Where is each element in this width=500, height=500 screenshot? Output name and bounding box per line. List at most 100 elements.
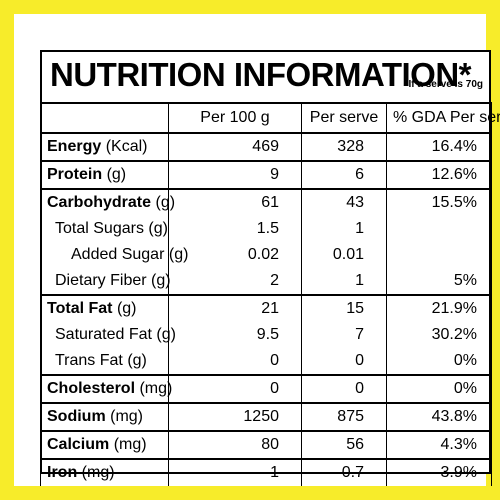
header-per-serve: Per serve [301, 102, 387, 134]
nutrition-table-area: Per 100 g Per serve % GDA Per serve Ener… [40, 102, 500, 486]
nutrient-name: Protein [47, 166, 103, 183]
per-100g-value: 1 [168, 458, 302, 486]
table-row: Saturated Fat (g) 9.5 7 30.2% [40, 322, 492, 348]
nutrient-name-cell: Total Sugars (g) [40, 216, 169, 242]
per-serve-value: 7 [301, 322, 387, 348]
per-serve-value: 1 [301, 216, 387, 242]
nutrient-name: Total Fat [47, 300, 113, 317]
gda-value [386, 216, 492, 242]
nutrient-name: Iron [47, 464, 78, 481]
nutrient-unit: (g) [106, 166, 127, 183]
per-100g-value: 0 [168, 374, 302, 403]
nutrient-unit: (g) [156, 326, 176, 343]
nutrient-name: Carbohydrate [47, 194, 152, 211]
nutrient-unit: (g) [127, 352, 147, 369]
table-row: Iron (mg) 1 0.7 3.9% [40, 458, 492, 486]
nutrient-name: Added Sugar [71, 246, 165, 263]
nutrition-title: NUTRITION INFORMATION* [50, 56, 472, 93]
nutrient-name: Calcium [47, 436, 110, 453]
header-nutrient [40, 102, 169, 134]
per-100g-value: 469 [168, 133, 302, 161]
table-row: Dietary Fiber (g) 2 1 5% [40, 268, 492, 295]
header-per-100g: Per 100 g [168, 102, 302, 134]
nutrient-name-cell: Total Fat (g) [40, 294, 169, 322]
nutrient-name-cell: Carbohydrate (g) [40, 188, 175, 216]
per-serve-value: 56 [301, 430, 387, 459]
per-serve-value: 328 [301, 133, 387, 161]
per-100g-value: 61 [168, 188, 302, 216]
per-100g-value: 1250 [168, 402, 302, 431]
title-row: NUTRITION INFORMATION* If a serve is 70g [42, 52, 489, 102]
nutrient-unit: (g) [148, 220, 168, 237]
nutrient-unit: (mg) [139, 380, 173, 397]
per-serve-value: 6 [301, 160, 387, 189]
per-100g-value: 9 [168, 160, 302, 189]
gda-value: 15.5% [386, 188, 492, 216]
gda-value: 4.3% [386, 430, 492, 459]
gda-value: 3.9% [386, 458, 492, 486]
per-100g-value: 2 [168, 268, 302, 295]
gda-value: 0% [386, 374, 492, 403]
table-row: Trans Fat (g) 0 0 0% [40, 348, 492, 375]
nutrient-name-cell: Saturated Fat (g) [40, 322, 176, 348]
table-row: Energy (Kcal) 469 328 16.4% [40, 133, 492, 161]
nutrient-unit: (g) [116, 300, 137, 317]
nutrition-table: Per 100 g Per serve % GDA Per serve Ener… [40, 102, 500, 486]
nutrient-name: Sodium [47, 408, 106, 425]
nutrient-unit: (g) [155, 194, 176, 211]
table-row: Cholesterol (mg) 0 0 0% [40, 374, 492, 403]
nutrient-name-cell: Trans Fat (g) [40, 348, 169, 375]
nutrient-unit: (mg) [81, 464, 115, 481]
table-row: Total Fat (g) 21 15 21.9% [40, 294, 492, 322]
per-100g-value: 1.5 [168, 216, 302, 242]
per-serve-value: 0 [301, 374, 387, 403]
gda-value: 21.9% [386, 294, 492, 322]
gda-value: 0% [386, 348, 492, 375]
per-serve-value: 1 [301, 268, 387, 295]
header-row: Per 100 g Per serve % GDA Per serve [40, 102, 500, 134]
nutrient-name: Saturated Fat [55, 326, 152, 343]
nutrient-unit: (g) [168, 246, 189, 263]
nutrient-name-cell: Dietary Fiber (g) [40, 268, 171, 295]
table-row: Sodium (mg) 1250 875 43.8% [40, 402, 492, 431]
nutrient-unit: (mg) [110, 408, 144, 425]
table-row: Calcium (mg) 80 56 4.3% [40, 430, 492, 459]
nutrient-unit: (mg) [113, 436, 147, 453]
per-serve-value: 15 [301, 294, 387, 322]
nutrient-name-cell: Iron (mg) [40, 458, 169, 486]
per-100g-value: 0.02 [168, 242, 302, 268]
nutrient-name: Dietary Fiber [55, 272, 147, 289]
nutrient-name: Total Sugars [55, 220, 144, 237]
nutrient-name-cell: Protein (g) [40, 160, 169, 189]
nutrient-name-cell: Calcium (mg) [40, 430, 169, 459]
per-serve-value: 43 [301, 188, 387, 216]
per-100g-value: 80 [168, 430, 302, 459]
per-serve-value: 0.01 [301, 242, 387, 268]
per-100g-value: 21 [168, 294, 302, 322]
table-row: Protein (g) 9 6 12.6% [40, 160, 492, 189]
nutrient-name-cell: Sodium (mg) [40, 402, 169, 431]
header-gda: % GDA Per serve [386, 102, 500, 134]
gda-value [386, 242, 492, 268]
table-row: Added Sugar (g) 0.02 0.01 [40, 242, 492, 268]
gda-value: 43.8% [386, 402, 492, 431]
per-serve-value: 0 [301, 348, 387, 375]
nutrient-unit: (g) [151, 272, 171, 289]
nutrient-name: Trans Fat [55, 352, 123, 369]
nutrient-unit: (Kcal) [105, 138, 148, 155]
nutrient-name-cell: Added Sugar (g) [40, 242, 188, 268]
per-100g-value: 9.5 [168, 322, 302, 348]
nutrient-name: Cholesterol [47, 380, 136, 397]
gda-value: 12.6% [386, 160, 492, 189]
per-serve-value: 0.7 [301, 458, 387, 486]
gda-value: 16.4% [386, 133, 492, 161]
nutrient-name-cell: Cholesterol (mg) [40, 374, 173, 403]
nutrition-panel: NUTRITION INFORMATION* If a serve is 70g… [40, 50, 500, 486]
nutrient-name-cell: Energy (Kcal) [40, 133, 169, 161]
table-row: Total Sugars (g) 1.5 1 [40, 216, 492, 242]
table-row: Carbohydrate (g) 61 43 15.5% [40, 188, 492, 216]
per-100g-value: 0 [168, 348, 302, 375]
serve-note: If a serve is 70g [408, 79, 484, 90]
nutrient-name: Energy [47, 138, 102, 155]
